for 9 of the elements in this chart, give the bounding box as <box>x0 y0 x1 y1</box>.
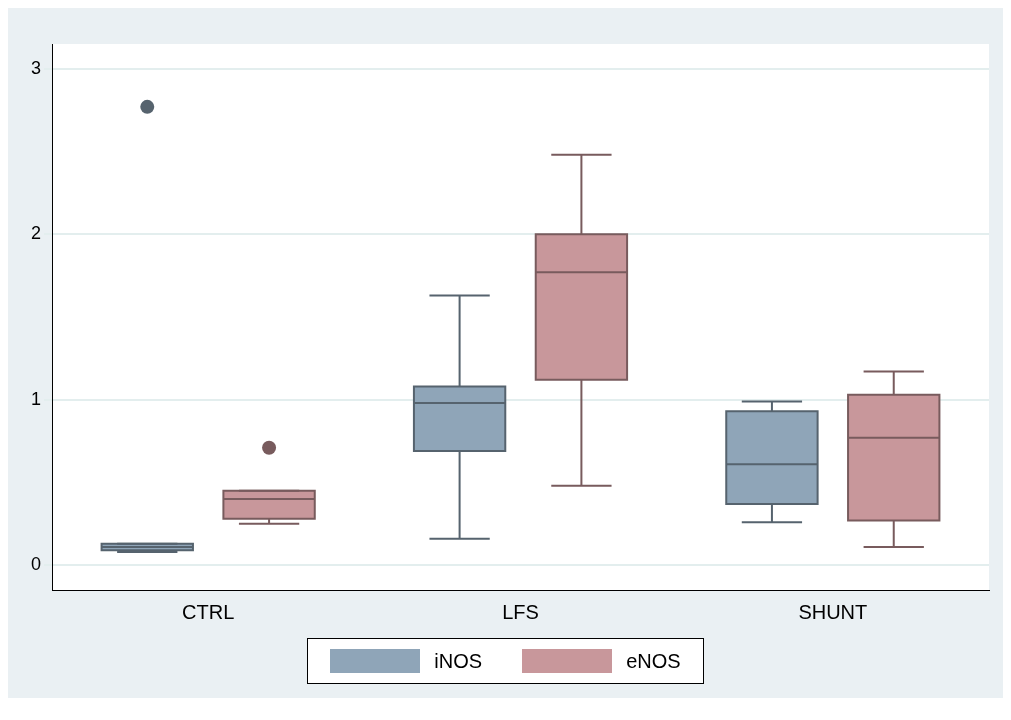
x-tick-label: LFS <box>502 600 539 623</box>
legend-label: iNOS <box>434 649 483 673</box>
y-tick-label: 3 <box>31 57 42 78</box>
y-tick-label: 1 <box>31 388 42 409</box>
y-tick-label: 2 <box>31 223 42 244</box>
x-tick-label: SHUNT <box>798 600 868 623</box>
legend-label: eNOS <box>626 649 681 673</box>
y-tick-label: 0 <box>31 554 42 575</box>
x-tick-label: CTRL <box>182 600 235 623</box>
